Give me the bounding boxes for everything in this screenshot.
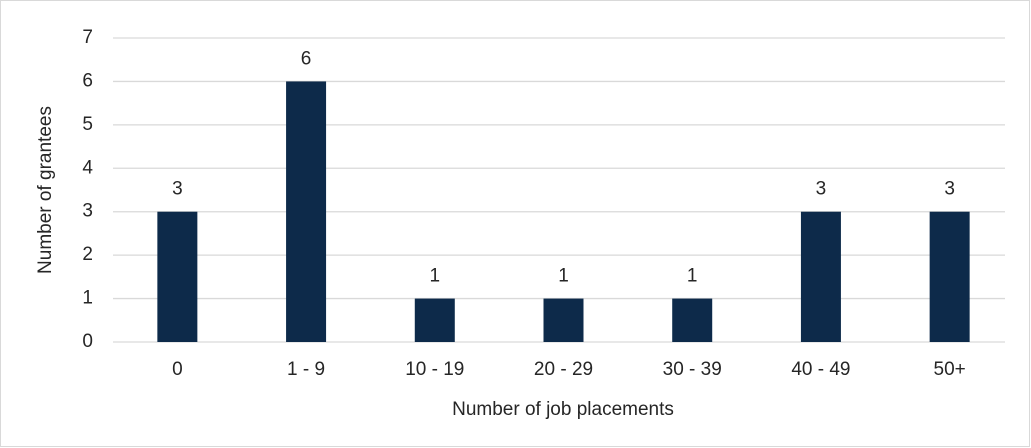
y-tick-label: 7 xyxy=(82,27,93,48)
x-tick-label: 20 - 29 xyxy=(534,359,593,380)
bar xyxy=(543,298,584,342)
x-tick-label: 50+ xyxy=(934,359,966,380)
data-label: 3 xyxy=(172,179,183,200)
y-tick-label: 3 xyxy=(82,201,93,222)
data-label: 3 xyxy=(944,179,955,200)
bar xyxy=(672,298,713,342)
bar xyxy=(286,81,327,342)
data-label: 1 xyxy=(558,266,569,287)
y-tick-label: 4 xyxy=(82,157,93,178)
y-tick-label: 1 xyxy=(82,288,93,309)
y-tick-label: 6 xyxy=(82,70,93,91)
x-tick-label: 30 - 39 xyxy=(663,359,722,380)
data-label: 6 xyxy=(301,48,312,69)
x-axis-label: Number of job placements xyxy=(452,399,674,420)
x-tick-label: 40 - 49 xyxy=(791,359,850,380)
y-tick-label: 0 xyxy=(82,331,93,352)
bar xyxy=(800,211,841,342)
x-tick-label: 1 - 9 xyxy=(287,359,325,380)
data-label: 3 xyxy=(816,179,827,200)
data-label: 1 xyxy=(687,266,698,287)
bar xyxy=(929,211,970,342)
y-tick-label: 2 xyxy=(82,244,93,265)
y-tick-label: 5 xyxy=(82,114,93,135)
bar xyxy=(157,211,198,342)
bar xyxy=(414,298,455,342)
x-tick-label: 0 xyxy=(172,359,183,380)
data-label: 1 xyxy=(429,266,440,287)
y-axis-label: Number of grantees xyxy=(35,106,56,274)
x-tick-label: 10 - 19 xyxy=(405,359,464,380)
